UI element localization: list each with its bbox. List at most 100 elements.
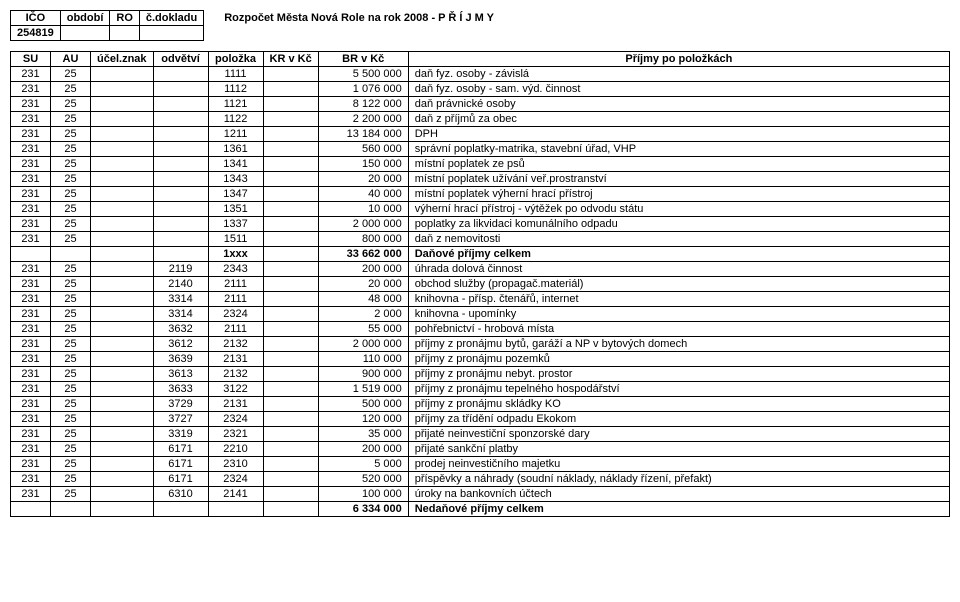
cell-odvetvi: 3314 <box>153 292 208 307</box>
cell-au: 25 <box>51 232 91 247</box>
cell-polozka: 2111 <box>208 277 263 292</box>
table-row: 23125361221322 000 000příjmy z pronájmu … <box>11 337 950 352</box>
th-polozka: položka <box>208 52 263 67</box>
table-header-row: SU AU účel.znak odvětví položka KR v Kč … <box>11 52 950 67</box>
cell-prijmy: místní poplatek užívání veř.prostranství <box>408 172 949 187</box>
cell-polozka: 1351 <box>208 202 263 217</box>
cell-au: 25 <box>51 262 91 277</box>
cell-kr <box>263 472 318 487</box>
cell-prijmy: správní poplatky-matrika, stavební úřad,… <box>408 142 949 157</box>
cell-su: 231 <box>11 187 51 202</box>
cell-polozka: 2324 <box>208 412 263 427</box>
cell-polozka: 2324 <box>208 307 263 322</box>
cell-ucel <box>91 487 154 502</box>
cell-prijmy: poplatky za likvidaci komunálního odpadu <box>408 217 949 232</box>
table-row: 231253632211155 000pohřebnictví - hrobov… <box>11 322 950 337</box>
cell-ucel <box>91 292 154 307</box>
cell-kr <box>263 397 318 412</box>
cell-polozka: 2210 <box>208 442 263 457</box>
cell-prijmy: příjmy z pronájmu skládky KO <box>408 397 949 412</box>
cell-prijmy: knihovna - přísp. čtenářů, internet <box>408 292 949 307</box>
cell-odvetvi: 3319 <box>153 427 208 442</box>
cell-ucel <box>91 262 154 277</box>
cell-prijmy: místní poplatek ze psů <box>408 157 949 172</box>
cell-prijmy: daň fyz. osoby - sam. výd. činnost <box>408 82 949 97</box>
budget-table: SU AU účel.znak odvětví položka KR v Kč … <box>10 51 950 517</box>
cell-odvetvi: 6310 <box>153 487 208 502</box>
table-row: 2312561712324520 000příspěvky a náhrady … <box>11 472 950 487</box>
cell-su: 231 <box>11 382 51 397</box>
cell-su: 231 <box>11 397 51 412</box>
cell-polozka: 2324 <box>208 472 263 487</box>
cell-au: 25 <box>51 337 91 352</box>
cell-br: 2 000 000 <box>318 337 408 352</box>
cell-polozka: 2321 <box>208 427 263 442</box>
cell-kr <box>263 292 318 307</box>
page-title: Rozpočet Města Nová Role na rok 2008 - P… <box>224 10 494 24</box>
cell-br: 40 000 <box>318 187 408 202</box>
cell-prijmy: příjmy z pronájmu bytů, garáží a NP v by… <box>408 337 949 352</box>
cell-au: 25 <box>51 112 91 127</box>
cell-br: 120 000 <box>318 412 408 427</box>
cell-kr <box>263 157 318 172</box>
cell-au: 25 <box>51 307 91 322</box>
cell-polozka: 2310 <box>208 457 263 472</box>
cell-au: 25 <box>51 217 91 232</box>
header-obdobi-value <box>60 26 110 41</box>
cell-odvetvi: 3729 <box>153 397 208 412</box>
table-row: 231253319232135 000přijaté neinvestiční … <box>11 427 950 442</box>
cell-ucel <box>91 187 154 202</box>
cell-su: 231 <box>11 457 51 472</box>
cell-au: 25 <box>51 82 91 97</box>
table-row: 6 334 000Nedaňové příjmy celkem <box>11 502 950 517</box>
cell-au: 25 <box>51 277 91 292</box>
cell-kr <box>263 112 318 127</box>
cell-kr <box>263 487 318 502</box>
cell-kr <box>263 382 318 397</box>
header-value-row: 254819 <box>11 26 204 41</box>
cell-au: 25 <box>51 127 91 142</box>
cell-ucel <box>91 322 154 337</box>
cell-kr <box>263 277 318 292</box>
cell-su: 231 <box>11 322 51 337</box>
cell-kr <box>263 262 318 277</box>
cell-au: 25 <box>51 442 91 457</box>
cell-polozka: 2132 <box>208 367 263 382</box>
cell-odvetvi <box>153 67 208 82</box>
table-row: 23125135110 000výherní hrací přístroj - … <box>11 202 950 217</box>
cell-su: 231 <box>11 427 51 442</box>
cell-ucel <box>91 127 154 142</box>
cell-su: 231 <box>11 442 51 457</box>
cell-odvetvi <box>153 187 208 202</box>
cell-su: 231 <box>11 367 51 382</box>
cell-polozka: 1347 <box>208 187 263 202</box>
cell-br: 48 000 <box>318 292 408 307</box>
cell-ucel <box>91 277 154 292</box>
cell-su <box>11 247 51 262</box>
cell-su: 231 <box>11 412 51 427</box>
header-cdokladu-label: č.dokladu <box>139 11 203 26</box>
cell-ucel <box>91 202 154 217</box>
cell-ucel <box>91 382 154 397</box>
table-row: 231253314211148 000knihovna - přísp. čte… <box>11 292 950 307</box>
header-cdokladu-value <box>139 26 203 41</box>
cell-br: 800 000 <box>318 232 408 247</box>
cell-odvetvi: 6171 <box>153 472 208 487</box>
cell-ucel <box>91 67 154 82</box>
cell-polozka: 2111 <box>208 322 263 337</box>
cell-odvetvi <box>153 142 208 157</box>
table-row: 23125363331221 519 000příjmy z pronájmu … <box>11 382 950 397</box>
table-row: 2312513372 000 000poplatky za likvidaci … <box>11 217 950 232</box>
cell-polozka <box>208 502 263 517</box>
cell-odvetvi <box>153 502 208 517</box>
cell-odvetvi <box>153 232 208 247</box>
cell-odvetvi <box>153 127 208 142</box>
cell-au: 25 <box>51 187 91 202</box>
cell-odvetvi: 2119 <box>153 262 208 277</box>
cell-prijmy: úhrada dolová činnost <box>408 262 949 277</box>
cell-au: 25 <box>51 382 91 397</box>
cell-au: 25 <box>51 472 91 487</box>
cell-br: 200 000 <box>318 442 408 457</box>
cell-ucel <box>91 412 154 427</box>
cell-br: 2 000 <box>318 307 408 322</box>
